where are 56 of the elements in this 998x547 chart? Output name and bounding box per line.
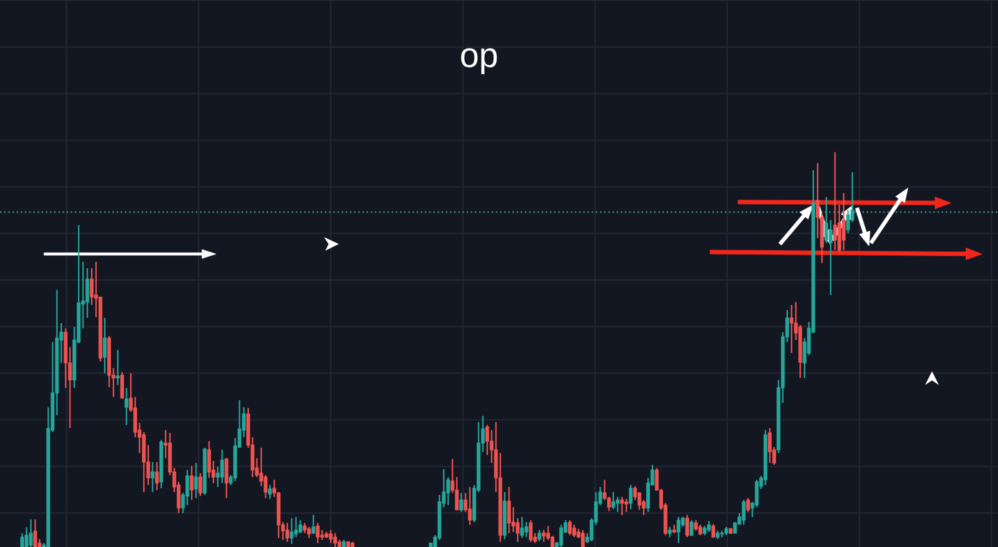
candlestick xyxy=(685,514,690,538)
candlestick xyxy=(516,517,520,543)
candlestick xyxy=(824,196,828,244)
candlestick xyxy=(198,472,202,497)
candlestick xyxy=(102,317,107,374)
candlestick xyxy=(124,387,128,426)
candlestick xyxy=(690,519,694,537)
candlestick xyxy=(155,461,159,491)
candlestick xyxy=(828,219,833,296)
candlestick xyxy=(316,522,320,544)
candlestick xyxy=(454,476,459,511)
candlestick xyxy=(268,484,272,500)
candlestick xyxy=(446,476,450,506)
candlestick xyxy=(116,349,120,386)
candlestick xyxy=(185,469,190,506)
candlestick xyxy=(742,499,746,526)
candlestick xyxy=(220,449,224,484)
candlestick xyxy=(676,516,680,544)
candlestick xyxy=(528,519,533,543)
candlestick xyxy=(768,427,772,464)
candlestick xyxy=(668,526,672,538)
candlestick xyxy=(90,267,94,306)
candlestick xyxy=(150,461,154,493)
candlestick xyxy=(572,524,576,538)
candlestick xyxy=(20,532,24,547)
candlestick xyxy=(459,492,464,513)
candlestick xyxy=(302,522,307,534)
candlestick xyxy=(507,486,511,534)
candlestick xyxy=(620,496,624,516)
candlestick xyxy=(833,151,837,251)
candlestick xyxy=(568,519,572,536)
candlestick xyxy=(628,484,633,510)
candlestick xyxy=(694,519,698,532)
candlestick xyxy=(120,371,124,399)
candlestick xyxy=(698,524,702,536)
candlestick xyxy=(285,522,290,543)
candlestick xyxy=(542,529,546,543)
candlestick xyxy=(190,465,194,501)
candlestick xyxy=(485,424,490,456)
candlestick xyxy=(746,497,750,513)
chart-title: op xyxy=(461,48,497,74)
candlestick xyxy=(754,479,759,508)
candlestick xyxy=(790,304,794,354)
candlestick xyxy=(559,524,564,547)
candlestick xyxy=(520,516,524,539)
candlestick xyxy=(307,526,311,539)
candlestick xyxy=(711,523,716,539)
candlestick xyxy=(616,496,620,513)
candlestick xyxy=(611,491,616,510)
candlestick xyxy=(33,518,38,547)
candlestick xyxy=(312,514,316,535)
candlestick xyxy=(328,529,333,544)
candlestick xyxy=(194,462,198,499)
candlestick xyxy=(290,517,294,545)
candlestick xyxy=(842,192,846,251)
candlestick xyxy=(538,529,542,542)
